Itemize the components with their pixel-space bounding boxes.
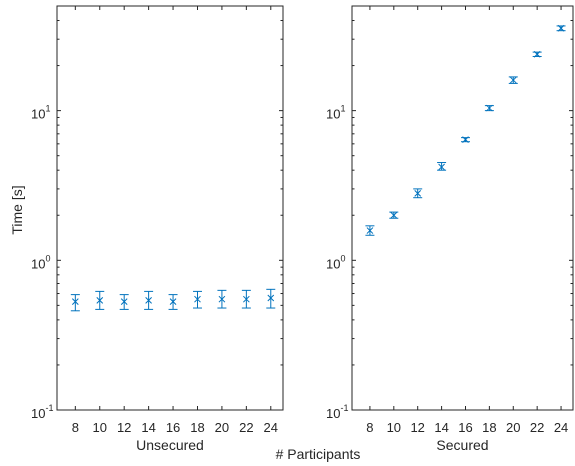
panel-secured: 10-1 100 101 8 10 12 14 16 18 20 22 24 Secured: [326, 5, 574, 453]
data-point: [119, 294, 129, 310]
y-tick-label: 10-1: [31, 403, 53, 421]
marker: [557, 24, 565, 32]
y-tick-label: 100: [31, 253, 50, 271]
marker: [169, 298, 177, 305]
panel-unsecured: 10-1 100 101 8 10 12 14 16 18 20 22 24 Unsecured: [31, 5, 284, 453]
x-tick-label: 18: [482, 420, 496, 435]
marker: [145, 297, 152, 304]
marker: [120, 298, 128, 305]
data-point: [70, 294, 80, 312]
plot-frame: [56, 5, 284, 411]
x-tick-label: 14: [434, 420, 448, 435]
y-axis-label: Time [s]: [9, 185, 25, 234]
marker: [486, 104, 493, 112]
marker: [390, 211, 398, 219]
data-point: [266, 288, 276, 309]
data-point: [532, 50, 542, 58]
x-tick-label: 8: [72, 420, 79, 435]
data-point: [508, 76, 518, 84]
data-point: [217, 289, 227, 309]
data-point: [556, 24, 566, 32]
marker: [366, 227, 374, 234]
data-point: [192, 290, 202, 309]
x-tick-label: 22: [530, 420, 544, 435]
data-point: [144, 290, 154, 310]
y-tick-label: 100: [326, 253, 345, 271]
x-tick-label: 12: [117, 420, 131, 435]
data-point: [437, 162, 447, 171]
marker: [71, 298, 79, 305]
x-tick-label: 20: [215, 420, 229, 435]
marker: [218, 295, 226, 303]
panel-subtitle: Secured: [436, 437, 488, 453]
x-tick-label: 14: [141, 420, 155, 435]
x-tick-label: 24: [554, 420, 568, 435]
marker: [414, 190, 422, 197]
x-axis-label: # Participants: [276, 446, 361, 462]
data-point: [389, 211, 399, 219]
y-tick-label: 10-1: [326, 403, 348, 421]
x-tick-label: 16: [166, 420, 180, 435]
x-tick-label: 18: [190, 420, 204, 435]
x-tick-label: 16: [458, 420, 472, 435]
x-tick-label: 12: [410, 420, 424, 435]
data-point: [168, 294, 178, 310]
x-tick-label: 8: [366, 420, 373, 435]
data-point: [241, 289, 251, 309]
marker: [462, 136, 469, 143]
data-point: [95, 290, 105, 310]
data-point: [460, 136, 470, 143]
marker: [194, 295, 201, 303]
data-point: [413, 188, 423, 199]
y-tick-label: 101: [31, 104, 50, 122]
marker: [509, 76, 517, 84]
marker: [438, 163, 445, 171]
panel-subtitle: Unsecured: [136, 437, 204, 453]
data-point: [365, 225, 375, 236]
x-tick-label: 24: [264, 420, 278, 435]
x-tick-label: 10: [93, 420, 107, 435]
marker: [533, 50, 541, 58]
x-tick-label: 10: [387, 420, 401, 435]
marker: [96, 297, 104, 304]
x-tick-label: 20: [506, 420, 520, 435]
x-tick-label: 22: [239, 420, 253, 435]
y-tick-label: 101: [326, 104, 345, 122]
data-point: [484, 104, 494, 112]
marker: [267, 294, 275, 302]
marker: [242, 295, 250, 303]
plot-frame: [351, 5, 574, 411]
